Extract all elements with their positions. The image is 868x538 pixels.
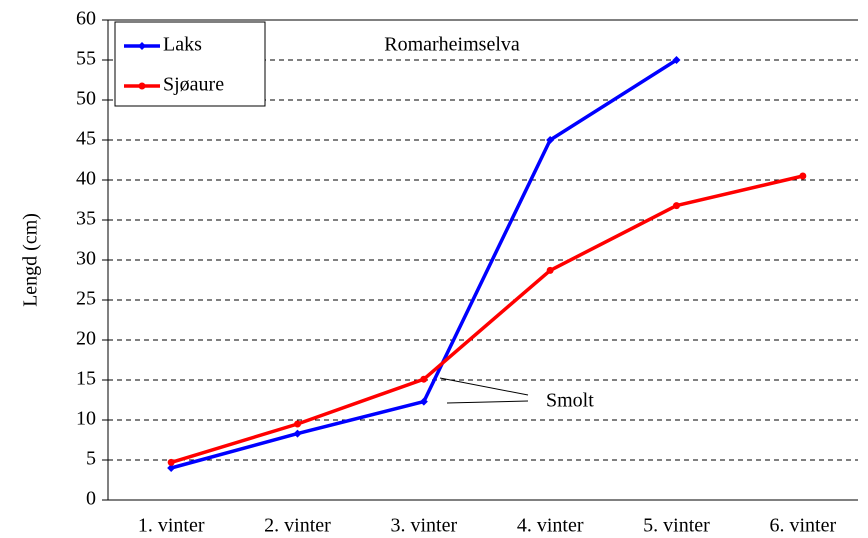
y-tick-label: 55 (76, 48, 96, 70)
legend-label: Sjøaure (163, 74, 224, 96)
marker (167, 464, 176, 472)
annotation-leader (446, 400, 529, 404)
x-tick-label: 6. vinter (770, 515, 837, 537)
annotation: Smolt (546, 390, 594, 412)
x-tick-label: 5. vinter (643, 515, 710, 537)
y-tick-label: 5 (86, 448, 96, 470)
series-line (170, 174, 804, 465)
x-tick-label: 3. vinter (391, 515, 458, 537)
y-tick-label: 30 (76, 248, 96, 270)
legend-label: Laks (163, 34, 202, 56)
x-tick-label: 4. vinter (517, 515, 584, 537)
marker (799, 172, 807, 180)
series-line (170, 58, 678, 470)
legend-marker (138, 42, 146, 50)
y-tick-label: 20 (76, 328, 96, 350)
y-tick-label: 50 (76, 88, 96, 110)
legend-box (114, 21, 266, 107)
y-tick-label: 0 (86, 488, 96, 510)
y-tick-label: 35 (76, 208, 96, 230)
y-tick-label: 60 (76, 8, 96, 30)
y-tick-label: 25 (76, 288, 96, 310)
marker (672, 56, 681, 64)
marker (419, 397, 428, 406)
y-tick-label: 15 (76, 368, 96, 390)
marker (546, 266, 554, 274)
chart-title: Romarheimselva (384, 34, 520, 56)
marker (294, 420, 301, 428)
y-tick-label: 40 (76, 168, 96, 190)
y-axis-label: Lengd (cm) (20, 213, 42, 307)
legend-marker (138, 82, 146, 90)
marker (546, 136, 555, 144)
marker (167, 458, 175, 466)
marker (293, 429, 302, 438)
x-tick-label: 2. vinter (264, 515, 331, 537)
annotation-leader (439, 377, 529, 396)
y-tick-label: 45 (76, 128, 96, 150)
marker (420, 375, 428, 383)
x-tick-label: 1. vinter (138, 515, 205, 537)
y-tick-label: 10 (76, 408, 96, 430)
marker (673, 202, 680, 210)
